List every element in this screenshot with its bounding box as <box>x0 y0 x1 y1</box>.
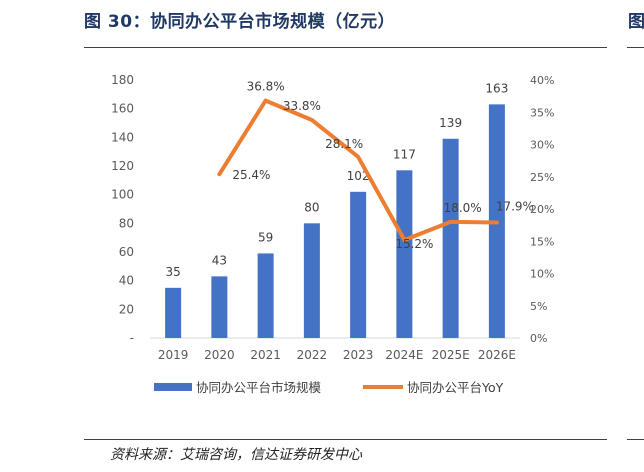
bar-value-label: 163 <box>485 81 508 95</box>
left-axis-tick-label: 20 <box>119 302 134 316</box>
bar-value-label: 59 <box>258 230 273 244</box>
x-axis-tick-label: 2021 <box>250 348 281 362</box>
next-figure-title-fragment: 图 <box>628 12 644 32</box>
bar-value-label: 102 <box>347 169 370 183</box>
left-axis-tick-label: - <box>130 331 134 345</box>
yoy-value-label: 25.4% <box>232 168 270 182</box>
bar <box>303 223 320 338</box>
left-axis-tick-label: 120 <box>111 159 134 173</box>
bar-value-label: 43 <box>212 253 227 267</box>
legend-bar-swatch <box>154 383 192 391</box>
yoy-value-label: 36.8% <box>247 80 285 94</box>
bar <box>211 276 228 338</box>
source-note: 资料来源：艾瑞咨询，信达证券研发中心 <box>110 447 362 463</box>
bar <box>165 287 182 338</box>
right-axis-tick-label: 0% <box>530 332 547 345</box>
yoy-line <box>217 98 499 242</box>
left-axis-tick-label: 160 <box>111 102 134 116</box>
x-axis-tick-label: 2022 <box>297 348 328 362</box>
bar-value-label: 117 <box>393 147 416 161</box>
left-axis-tick-label: 40 <box>119 274 134 288</box>
x-axis-tick-label: 2025E <box>432 348 470 362</box>
legend-bar-label: 协同办公平台市场规模 <box>196 380 322 395</box>
legend: 协同办公平台市场规模 协同办公平台YoY <box>154 380 504 395</box>
left-axis-tick-label: 180 <box>111 73 134 87</box>
right-axis-tick-label: 35% <box>530 106 554 119</box>
yoy-value-label: 33.8% <box>283 99 321 113</box>
line-data-labels: 25.4% 36.8% 33.8% 28.1% 15.2% 18.0% 17.9% <box>232 80 534 251</box>
bar-value-label: 139 <box>439 116 462 130</box>
right-axis-tick-label: 25% <box>530 171 554 184</box>
x-axis-tick-label: 2020 <box>204 348 235 362</box>
bottom-rule-next-panel <box>627 439 644 440</box>
left-axis-tick-label: 60 <box>119 245 134 259</box>
top-rule <box>84 47 607 48</box>
bar-value-label: 80 <box>304 200 319 214</box>
bar <box>350 191 367 338</box>
x-axis-tick-label: 2023 <box>343 348 374 362</box>
top-rule-next-panel <box>627 47 644 48</box>
right-axis-tick-label: 5% <box>530 300 547 313</box>
left-axis-tick-label: 140 <box>111 130 134 144</box>
yoy-value-label: 17.9% <box>496 200 534 214</box>
yoy-value-label: 28.1% <box>325 137 363 151</box>
right-axis-tick-label: 10% <box>530 268 554 281</box>
bar-value-label: 35 <box>165 265 180 279</box>
bottom-rule <box>84 439 607 440</box>
left-axis-ticks: - 20 40 60 80 100 120 140 160 180 <box>111 73 134 345</box>
x-axis-tick-label: 2019 <box>158 348 189 362</box>
yoy-value-label: 15.2% <box>395 237 433 251</box>
yoy-value-label: 18.0% <box>444 201 482 215</box>
x-axis-tick-label: 2024E <box>385 348 423 362</box>
legend-line-label: 协同办公平台YoY <box>407 380 504 395</box>
left-axis-tick-label: 80 <box>119 216 134 230</box>
right-axis-tick-label: 15% <box>530 235 554 248</box>
right-axis-tick-label: 20% <box>530 203 554 216</box>
figure-title: 图 30：协同办公平台市场规模（亿元） <box>84 12 396 32</box>
bar <box>257 253 274 338</box>
bar-series <box>165 104 505 338</box>
left-axis-tick-label: 100 <box>111 188 134 202</box>
right-axis-ticks: 0% 5% 10% 15% 20% 25% 30% 35% 40% <box>530 74 554 345</box>
bar <box>396 170 413 338</box>
right-axis-tick-label: 40% <box>530 74 554 87</box>
bar-data-labels: 35 43 59 80 102 117 139 163 <box>165 81 508 278</box>
bar <box>442 138 459 338</box>
right-axis-tick-label: 30% <box>530 139 554 152</box>
x-axis-tick-label: 2026E <box>478 348 516 362</box>
x-axis-ticks: 2019 2020 2021 2022 2023 2024E 2025E 2026E <box>158 348 516 362</box>
